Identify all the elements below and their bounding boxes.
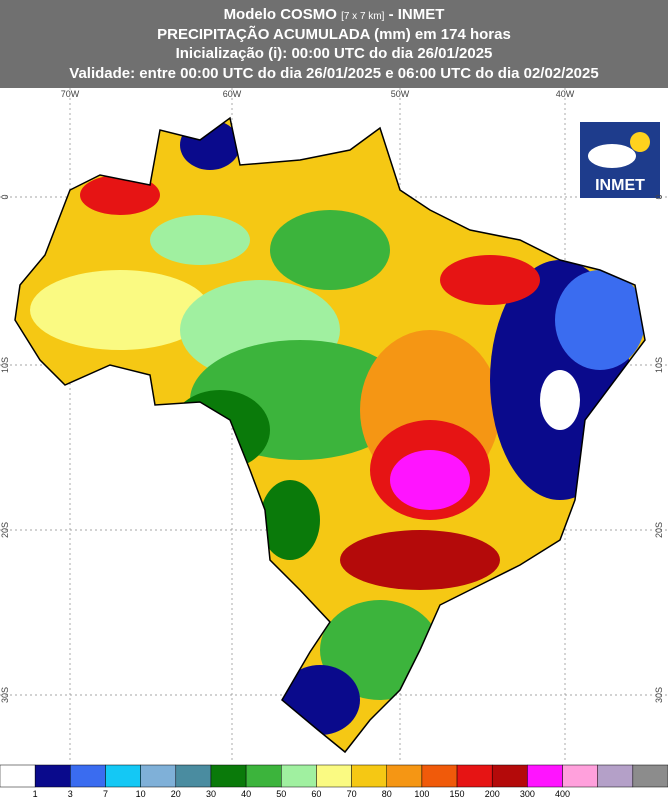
legend-swatch [281, 764, 317, 788]
legend-label: 200 [485, 789, 500, 799]
legend-swatch [175, 764, 212, 788]
legend-label: 80 [382, 789, 392, 799]
legend-label: 20 [171, 789, 181, 799]
title-line-3: Inicialização (i): 00:00 UTC do dia 26/0… [176, 45, 493, 62]
legend-label: 70 [347, 789, 357, 799]
legend-swatch [210, 764, 247, 788]
model: Modelo COSMO [224, 6, 338, 23]
lon-label: 60W [223, 89, 242, 99]
legend-swatch [351, 764, 387, 788]
legend-swatch [140, 764, 177, 788]
legend-swatch [70, 764, 106, 788]
legend-swatch [34, 764, 71, 788]
legend-label: 1 [33, 789, 38, 799]
lon-label: 50W [391, 89, 410, 99]
title-line-2: PRECIPITAÇÃO ACUMULADA (mm) em 174 horas [157, 25, 511, 43]
lat-label: 10S [0, 357, 10, 373]
resolution: [7 x 7 km] [341, 11, 385, 22]
legend-swatch [632, 764, 668, 788]
lat-label: 20S [0, 522, 10, 538]
legend-swatch [0, 764, 36, 788]
legend-swatch [527, 764, 563, 788]
legend-label: 40 [241, 789, 251, 799]
title-line-4: Validade: entre 00:00 UTC do dia 26/01/2… [69, 65, 598, 82]
legend-swatch [491, 764, 528, 788]
legend: 1 3 7 10 20 30 40 50 60 70 80 100 150 200 300 400 [0, 764, 668, 799]
lon-label: 40W [556, 89, 575, 99]
inmet-logo: INMET [580, 122, 660, 198]
source: - INMET [389, 6, 445, 23]
legend-label: 400 [555, 789, 570, 799]
country-outline [14, 116, 646, 754]
lat-label: 20S [654, 522, 664, 538]
legend-swatch [316, 764, 352, 788]
legend-swatch [386, 764, 423, 788]
legend-label: 3 [68, 789, 73, 799]
legend-label: 7 [103, 789, 108, 799]
lat-label: 30S [654, 687, 664, 703]
legend-label: 100 [414, 789, 429, 799]
legend-label: 30 [206, 789, 216, 799]
legend-swatch [562, 764, 598, 788]
logo-text: INMET [595, 177, 645, 194]
lat-label: 30S [0, 687, 10, 703]
legend-swatch [245, 764, 282, 788]
title-line-1: Modelo COSMO [7 x 7 km] - INMET [224, 6, 445, 23]
lon-label: 70W [61, 89, 80, 99]
lat-label: 0 [654, 194, 664, 199]
legend-swatch [597, 764, 634, 788]
legend-label: 10 [136, 789, 146, 799]
legend-label: 300 [520, 789, 535, 799]
legend-swatch [105, 764, 141, 788]
lat-label: 10S [654, 357, 664, 373]
legend-swatch [456, 764, 493, 788]
legend-label: 150 [450, 789, 465, 799]
legend-swatch [421, 764, 458, 788]
legend-label: 50 [276, 789, 286, 799]
header-band [0, 0, 668, 88]
lat-label: 0 [0, 194, 10, 199]
legend-label: 60 [311, 789, 321, 799]
